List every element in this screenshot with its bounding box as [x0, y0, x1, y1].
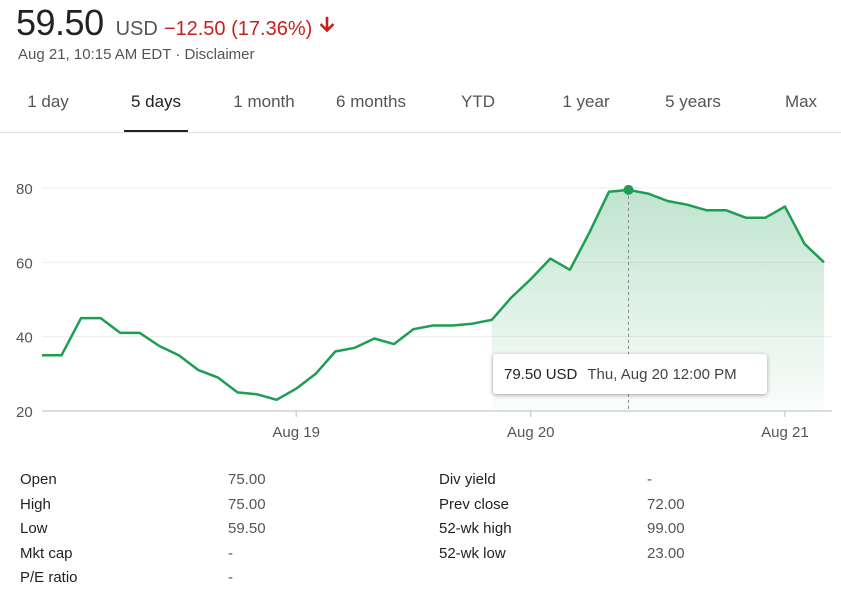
stat-label: 52-wk high: [439, 520, 512, 537]
stat-value: -: [228, 544, 233, 562]
disclaimer-link[interactable]: Disclaimer: [184, 46, 255, 63]
tabs-divider: [0, 132, 841, 133]
y-tick-label: 40: [16, 330, 33, 347]
stat-label: Div yield: [439, 471, 496, 488]
stat-row-low: Low 59.50: [20, 519, 266, 544]
stat-row-mkt-cap: Mkt cap -: [20, 544, 266, 569]
stats-right-column: Div yield - Prev close 72.00 52-wk high 99.…: [439, 470, 685, 568]
stat-value: 72.00: [647, 495, 685, 513]
x-tick-label: Aug 20: [507, 424, 555, 441]
stat-row-open: Open 75.00: [20, 470, 266, 495]
tab-1-year[interactable]: 1 year: [562, 92, 610, 111]
y-tick-label: 20: [16, 404, 33, 421]
price-chart[interactable]: 80 60 40 20 Aug 19 Aug 20 Aug 21: [0, 150, 841, 450]
stat-row-high: High 75.00: [20, 495, 266, 520]
stat-label: Low: [20, 520, 48, 537]
stat-value: 59.50: [228, 520, 266, 537]
tab-6-months[interactable]: 6 months: [336, 92, 406, 111]
price-change: −12.50 (17.36%): [163, 18, 313, 40]
stat-row-52wk-high: 52-wk high 99.00: [439, 519, 685, 544]
stat-label: Open: [20, 471, 57, 488]
active-tab-indicator: [124, 130, 188, 133]
stat-label: High: [20, 495, 51, 513]
stat-row-52wk-low: 52-wk low 23.00: [439, 544, 685, 569]
stat-value: 75.00: [228, 471, 266, 488]
stat-row-prev-close: Prev close 72.00: [439, 495, 685, 520]
range-tabs: 1 day 5 days 1 month 6 months YTD 1 year…: [0, 80, 841, 132]
stat-row-pe-ratio: P/E ratio -: [20, 568, 266, 593]
stat-value: 23.00: [647, 544, 685, 562]
hover-point: [623, 184, 634, 195]
tab-ytd[interactable]: YTD: [461, 92, 495, 111]
stats-left-column: Open 75.00 High 75.00 Low 59.50 Mkt cap - P/…: [20, 470, 266, 593]
y-tick-label: 60: [16, 255, 33, 272]
x-tick-label: Aug 21: [761, 424, 809, 441]
stat-label: 52-wk low: [439, 544, 506, 562]
stat-value: 75.00: [228, 495, 266, 513]
stat-label: P/E ratio: [20, 569, 78, 586]
stat-label: Prev close: [439, 495, 510, 513]
tooltip-value: 79.50 USD: [504, 365, 578, 383]
hover-tooltip: 79.50 USD Thu, Aug 20 12:00 PM: [493, 354, 767, 394]
stat-row-div-yield: Div yield -: [439, 470, 685, 495]
tooltip-date: Thu, Aug 20 12:00 PM: [587, 365, 737, 383]
tab-1-day[interactable]: 1 day: [27, 92, 69, 111]
y-tick-label: 80: [16, 181, 33, 198]
stat-value: -: [647, 471, 652, 488]
quote-timestamp: Aug 21, 10:15 AM EDT ·: [18, 46, 185, 63]
quote-meta: Aug 21, 10:15 AM EDT · Disclaimer: [18, 46, 255, 63]
price-line: [42, 188, 825, 402]
quote-header: 59.50 USD −12.50 (17.36%): [16, 2, 336, 43]
currency-label: USD: [115, 18, 158, 40]
stat-label: Mkt cap: [20, 544, 73, 562]
stat-value: -: [228, 569, 233, 586]
tab-1-month[interactable]: 1 month: [233, 92, 295, 111]
current-price: 59.50: [16, 2, 104, 43]
stat-value: 99.00: [647, 520, 685, 537]
x-tick-label: Aug 19: [272, 424, 320, 441]
tab-5-days[interactable]: 5 days: [130, 92, 182, 111]
arrow-down-icon: [319, 16, 335, 33]
tab-max[interactable]: Max: [784, 92, 818, 111]
tab-5-years[interactable]: 5 years: [665, 92, 721, 111]
